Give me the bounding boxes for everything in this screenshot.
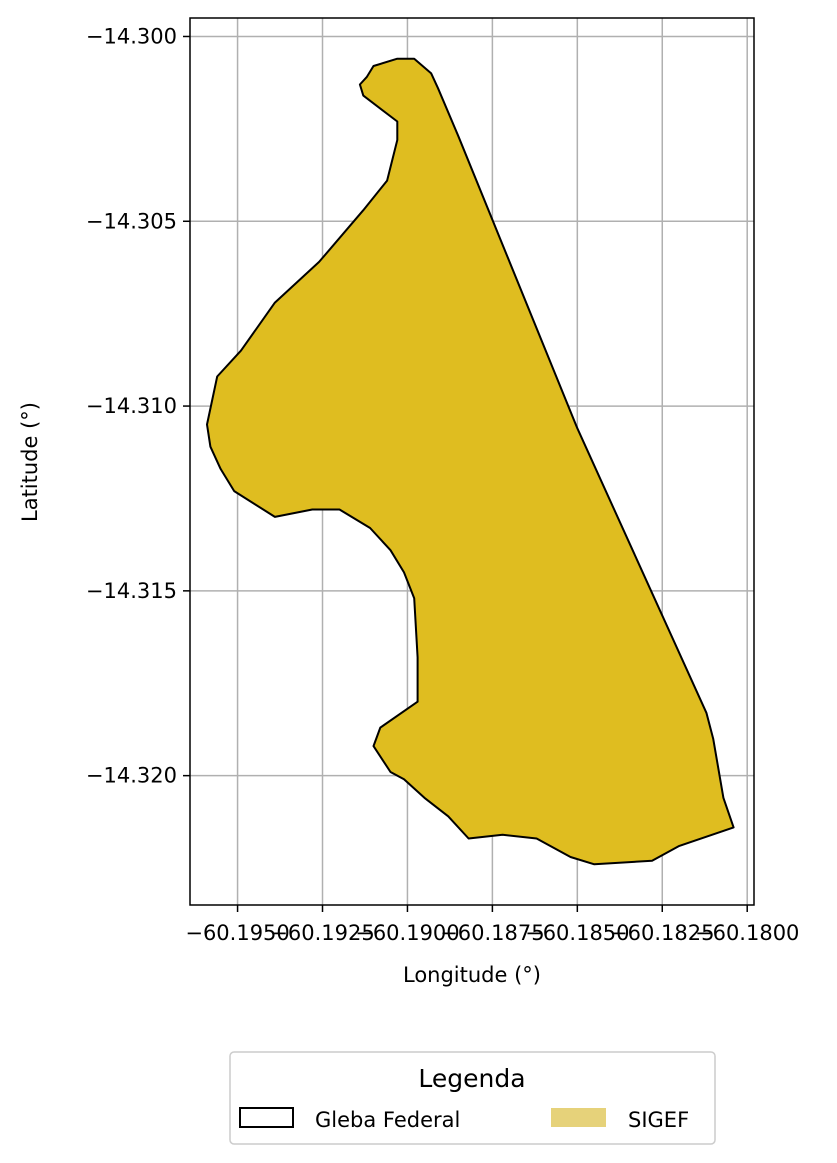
plot-data [206, 57, 735, 866]
legend-swatch-gleba-federal [239, 1107, 294, 1128]
y-axis-title: Latitude (°) [18, 402, 42, 522]
y-tick-label: −14.315 [86, 579, 177, 603]
legend: Legenda Gleba Federal SIGEF [229, 1051, 716, 1145]
x-tick-label: −60.1875 [440, 921, 544, 945]
legend-title: Legenda [418, 1064, 525, 1093]
y-tick-label: −14.310 [86, 394, 177, 418]
legend-label-sigef: SIGEF [628, 1108, 689, 1132]
x-axis-title: Longitude (°) [403, 963, 541, 987]
x-tick-label: −60.1900 [355, 921, 459, 945]
x-tick-label: −60.1950 [185, 921, 289, 945]
x-tick-label: −60.1850 [525, 921, 629, 945]
x-tick-label: −60.1825 [610, 921, 714, 945]
y-tick-label: −14.300 [86, 24, 177, 48]
legend-swatch-sigef [551, 1108, 606, 1127]
sigef-polygon [206, 57, 735, 866]
x-tick-label: −60.1800 [695, 921, 799, 945]
legend-label-gleba-federal: Gleba Federal [315, 1108, 460, 1132]
x-tick-label: −60.1925 [270, 921, 374, 945]
axis-ticks: −60.1950−60.1925−60.1900−60.1875−60.1850… [86, 24, 800, 945]
y-tick-label: −14.305 [86, 209, 177, 233]
plot-frame [189, 17, 755, 906]
y-tick-label: −14.320 [86, 764, 177, 788]
